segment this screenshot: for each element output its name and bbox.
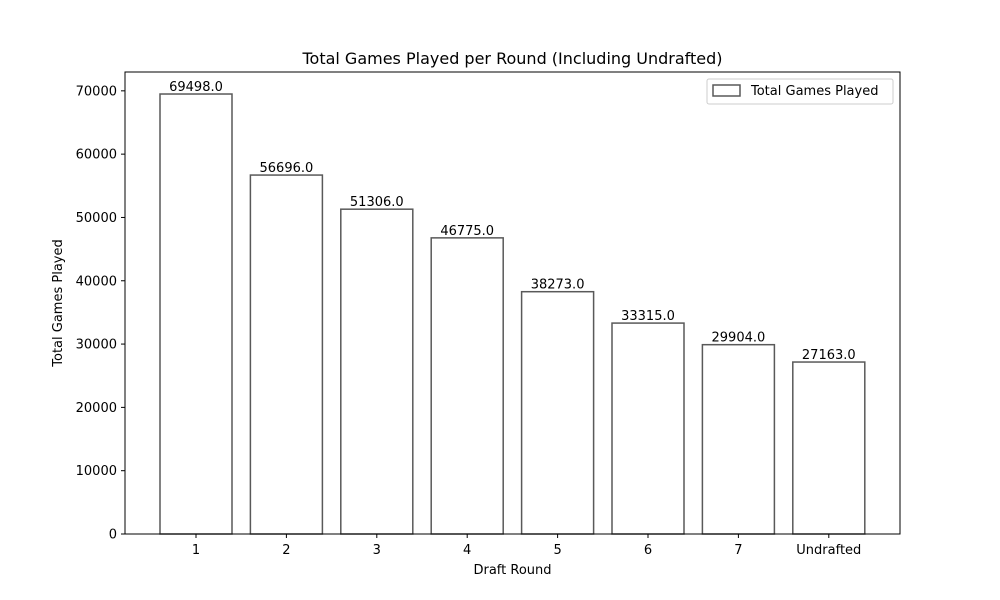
y-tick-label: 20000 <box>76 401 117 416</box>
bar-value-label: 69498.0 <box>169 80 223 95</box>
bar <box>520 290 595 535</box>
bar-value-label: 38273.0 <box>531 278 585 293</box>
bar <box>701 343 776 535</box>
y-tick-label: 30000 <box>76 338 117 353</box>
bar-value-label: 51306.0 <box>350 195 404 210</box>
legend-box <box>706 78 894 105</box>
bar-value-label: 46775.0 <box>440 224 494 239</box>
legend-label: Total Games Played <box>750 84 878 99</box>
x-tick-label: 5 <box>553 543 561 558</box>
y-axis-label: Total Games Played <box>51 239 66 367</box>
y-tick-label: 10000 <box>76 464 117 479</box>
y-tick-label: 50000 <box>76 211 117 226</box>
x-tick-label: Undrafted <box>796 543 861 558</box>
legend-swatch <box>712 84 741 97</box>
bar <box>340 208 414 535</box>
x-ticks-group: 1 2 3 4 5 6 7 Undrafted <box>192 534 861 558</box>
y-tick-label: 60000 <box>76 148 117 163</box>
y-tick-label: 70000 <box>76 84 117 99</box>
x-tick-label: 4 <box>463 543 471 558</box>
y-ticks-group: 0 10000 20000 30000 40000 50000 60000 70000 <box>76 84 125 543</box>
plot-frame <box>124 71 901 535</box>
x-axis-label: Draft Round <box>473 563 551 578</box>
bars-group <box>159 93 866 535</box>
legend: Total Games Played <box>706 78 894 105</box>
bar <box>159 93 233 535</box>
bar <box>611 322 685 535</box>
y-tick-label: 40000 <box>76 274 117 289</box>
x-tick-label: 7 <box>734 543 742 558</box>
bar-labels-group: 69498.0 56696.0 51306.0 46775.0 38273.0 33315… <box>169 80 856 363</box>
y-tick-label: 0 <box>109 528 117 543</box>
bar <box>792 361 866 535</box>
x-tick-label: 2 <box>282 543 290 558</box>
x-tick-label: 3 <box>373 543 381 558</box>
bar-value-label: 27163.0 <box>802 348 856 363</box>
bar-value-label: 56696.0 <box>260 161 314 176</box>
x-tick-label: 1 <box>192 543 200 558</box>
bar <box>249 174 324 535</box>
x-tick-label: 6 <box>644 543 652 558</box>
chart-title: Total Games Played per Round (Including … <box>301 49 722 68</box>
bar-value-label: 33315.0 <box>621 309 675 324</box>
bar-value-label: 29904.0 <box>712 331 766 346</box>
bar <box>430 237 504 535</box>
